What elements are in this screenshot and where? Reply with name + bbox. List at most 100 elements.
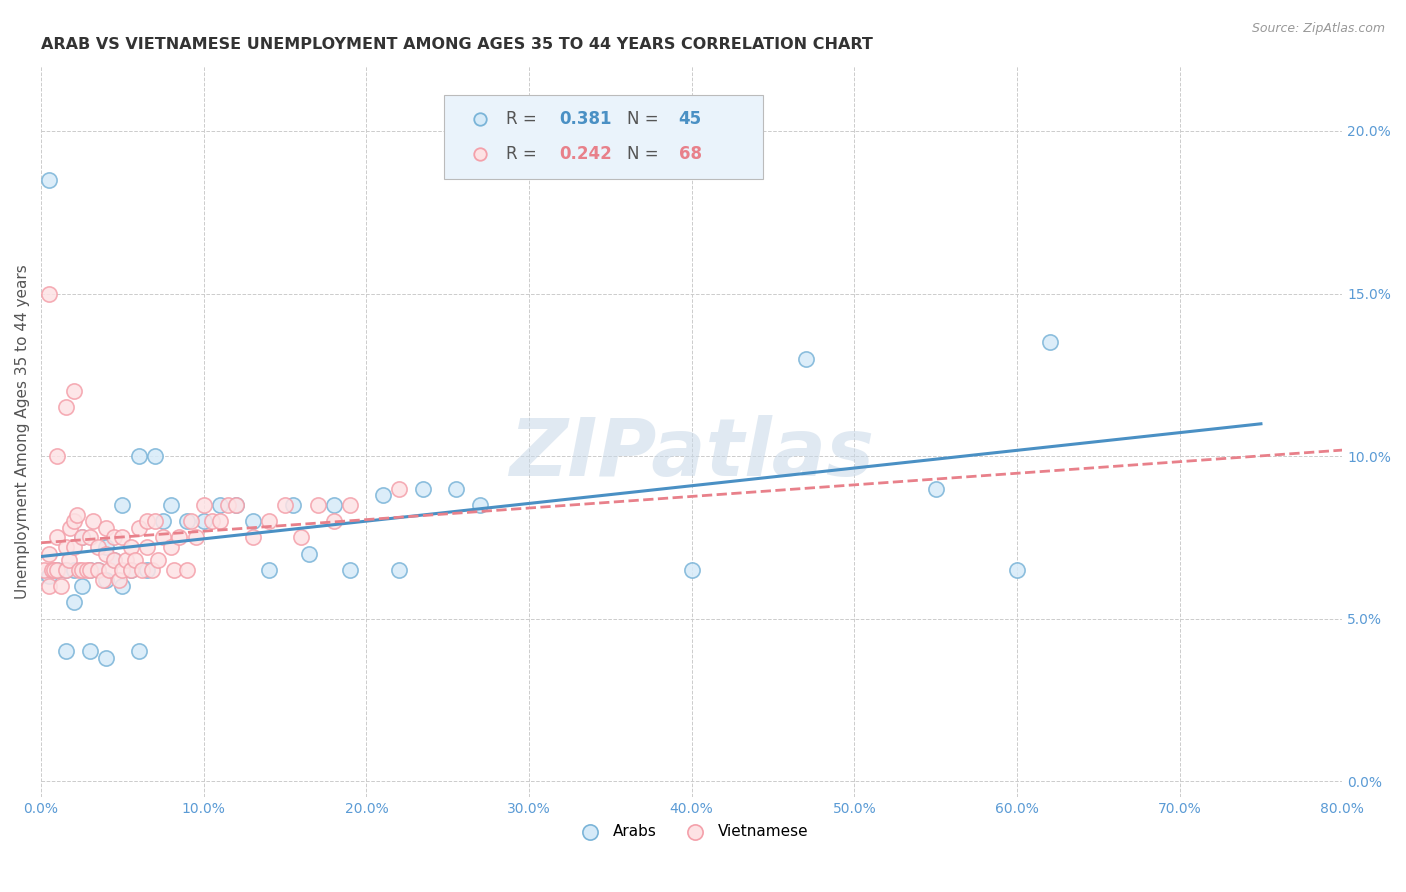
Point [257, 514, 280, 528]
Point [283, 498, 305, 512]
Point [34, 563, 56, 577]
Legend: Arabs, Vietnamese: Arabs, Vietnamese [568, 817, 814, 845]
Point [114, 553, 136, 567]
Point [46, 563, 69, 577]
Point [176, 563, 198, 577]
Point [444, 482, 467, 496]
Point [91, 573, 114, 587]
Point [135, 540, 157, 554]
Point [87, 563, 110, 577]
Point [70, 579, 93, 593]
Point [208, 514, 231, 528]
Point [79, 563, 101, 577]
Text: 68: 68 [679, 145, 702, 162]
Point [70, 530, 93, 544]
Y-axis label: Unemployment Among Ages 35 to 44 years: Unemployment Among Ages 35 to 44 years [15, 264, 30, 599]
Point [339, 498, 361, 512]
Point [67, 563, 90, 577]
Point [124, 553, 146, 567]
Point [79, 644, 101, 658]
Point [412, 482, 434, 496]
Point [217, 498, 239, 512]
Point [257, 563, 280, 577]
Point [193, 498, 215, 512]
Point [120, 563, 142, 577]
Point [55, 563, 77, 577]
Point [298, 547, 321, 561]
Point [120, 563, 142, 577]
Text: R =: R = [506, 111, 541, 128]
Text: N =: N = [627, 145, 664, 162]
Point [41, 563, 63, 577]
Point [184, 530, 207, 544]
Point [225, 498, 247, 512]
Point [103, 553, 125, 567]
Point [38, 579, 60, 593]
Point [131, 563, 153, 577]
Point [242, 514, 264, 528]
Point [681, 563, 703, 577]
Point [307, 498, 329, 512]
Point [111, 579, 134, 593]
Point [87, 563, 110, 577]
Point [322, 498, 344, 512]
Text: 0.242: 0.242 [560, 145, 612, 162]
Point [58, 553, 80, 567]
Point [49, 579, 72, 593]
Point [108, 573, 131, 587]
Point [103, 553, 125, 567]
Point [59, 520, 82, 534]
Point [470, 498, 492, 512]
Point [339, 563, 361, 577]
FancyBboxPatch shape [444, 95, 763, 179]
Point [160, 540, 183, 554]
Point [66, 508, 89, 522]
Point [128, 449, 150, 463]
Point [128, 520, 150, 534]
Text: ARAB VS VIETNAMESE UNEMPLOYMENT AMONG AGES 35 TO 44 YEARS CORRELATION CHART: ARAB VS VIETNAMESE UNEMPLOYMENT AMONG AG… [41, 37, 873, 53]
Point [111, 530, 134, 544]
Point [98, 563, 121, 577]
Point [96, 520, 118, 534]
Point [169, 530, 191, 544]
Point [152, 530, 174, 544]
Point [201, 514, 224, 528]
Point [128, 644, 150, 658]
Point [62, 384, 84, 398]
Point [55, 401, 77, 415]
Point [120, 540, 142, 554]
Point [42, 563, 65, 577]
Point [193, 514, 215, 528]
Point [176, 514, 198, 528]
Point [143, 514, 166, 528]
Point [96, 540, 118, 554]
Text: R =: R = [506, 145, 541, 162]
Point [388, 563, 411, 577]
Point [55, 563, 77, 577]
Text: ZIPatlas: ZIPatlas [509, 415, 875, 492]
Point [46, 563, 69, 577]
Point [79, 530, 101, 544]
Point [46, 449, 69, 463]
Point [82, 514, 104, 528]
Text: 0.381: 0.381 [560, 111, 612, 128]
Point [225, 498, 247, 512]
Point [290, 530, 312, 544]
Point [180, 514, 202, 528]
Point [111, 498, 134, 512]
Point [79, 563, 101, 577]
Point [242, 530, 264, 544]
Point [322, 514, 344, 528]
Point [62, 595, 84, 609]
Point [38, 547, 60, 561]
Point [1005, 563, 1028, 577]
Point [96, 573, 118, 587]
Point [70, 563, 93, 577]
Point [55, 644, 77, 658]
Point [135, 514, 157, 528]
Point [103, 530, 125, 544]
Point [208, 498, 231, 512]
Point [135, 563, 157, 577]
Point [274, 498, 297, 512]
Point [141, 563, 163, 577]
